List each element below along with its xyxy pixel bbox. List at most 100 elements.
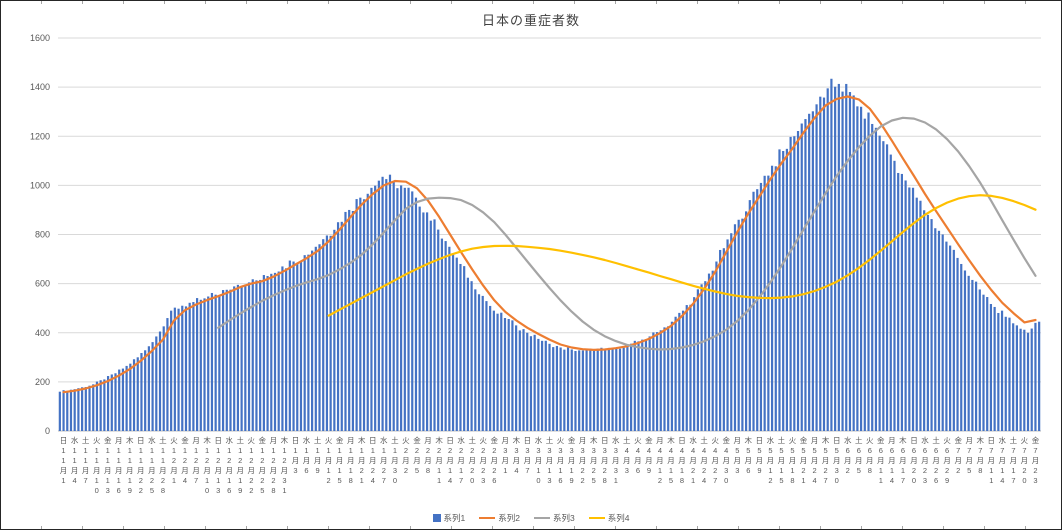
bar[interactable] <box>822 97 826 431</box>
bar[interactable] <box>559 347 562 431</box>
bar[interactable] <box>837 83 840 432</box>
bar[interactable] <box>515 325 518 431</box>
bar[interactable] <box>177 308 180 431</box>
bar[interactable] <box>344 211 347 431</box>
bar[interactable] <box>403 187 406 431</box>
bar[interactable] <box>737 219 740 431</box>
bar[interactable] <box>960 263 963 431</box>
bar[interactable] <box>259 279 262 431</box>
bar[interactable] <box>704 281 707 431</box>
bar[interactable] <box>570 349 573 431</box>
bar[interactable] <box>663 327 666 431</box>
bar[interactable] <box>73 389 76 431</box>
bar[interactable] <box>62 390 65 431</box>
bar[interactable] <box>1019 328 1022 431</box>
bar[interactable] <box>496 313 499 431</box>
bar[interactable] <box>652 332 655 431</box>
bar[interactable] <box>459 263 462 431</box>
legend-item-3[interactable]: 系列3 <box>534 512 575 524</box>
bar[interactable] <box>544 340 547 431</box>
bar[interactable] <box>147 346 150 431</box>
bar[interactable] <box>863 118 866 432</box>
bar[interactable] <box>170 310 173 431</box>
bar[interactable] <box>600 347 603 431</box>
bar[interactable] <box>340 221 343 431</box>
bar[interactable] <box>329 235 332 431</box>
bar[interactable] <box>641 339 644 431</box>
bar[interactable] <box>336 222 340 431</box>
bar[interactable] <box>767 175 770 431</box>
bar[interactable] <box>578 350 581 431</box>
bar[interactable] <box>511 320 514 431</box>
bar[interactable] <box>69 389 73 431</box>
bar[interactable] <box>348 209 351 431</box>
bar[interactable] <box>288 260 291 431</box>
bar[interactable] <box>88 385 91 431</box>
bar[interactable] <box>830 78 833 431</box>
bar[interactable] <box>878 135 881 432</box>
bar[interactable] <box>745 211 748 431</box>
bar[interactable] <box>522 329 525 431</box>
bar[interactable] <box>492 310 495 431</box>
bar[interactable] <box>207 296 210 431</box>
bar[interactable] <box>396 188 399 431</box>
bar[interactable] <box>255 280 258 431</box>
bar[interactable] <box>199 299 202 431</box>
bar[interactable] <box>129 363 132 431</box>
bar[interactable] <box>752 191 755 431</box>
bar[interactable] <box>971 279 974 431</box>
bar[interactable] <box>95 381 99 431</box>
bar[interactable] <box>303 255 306 431</box>
bar[interactable] <box>114 373 117 431</box>
bar[interactable] <box>841 91 844 431</box>
bar[interactable] <box>414 197 418 431</box>
bar[interactable] <box>273 272 277 431</box>
bar[interactable] <box>106 376 110 431</box>
bar[interactable] <box>867 112 870 431</box>
bar[interactable] <box>956 257 959 431</box>
bar[interactable] <box>262 275 265 431</box>
bar[interactable] <box>885 144 889 431</box>
bar[interactable] <box>381 176 384 431</box>
bar[interactable] <box>967 275 970 431</box>
bar[interactable] <box>192 302 195 431</box>
bar[interactable] <box>507 319 510 431</box>
bar[interactable] <box>388 174 392 431</box>
bar[interactable] <box>529 336 533 431</box>
bar[interactable] <box>218 295 221 431</box>
bar[interactable] <box>374 185 377 431</box>
bar[interactable] <box>978 289 981 431</box>
bar[interactable] <box>418 206 421 431</box>
bar[interactable] <box>871 123 874 431</box>
bar[interactable] <box>440 238 444 431</box>
bar[interactable] <box>1000 310 1004 431</box>
bar[interactable] <box>285 268 288 431</box>
bar[interactable] <box>325 235 329 431</box>
bar[interactable] <box>118 369 121 431</box>
bar[interactable] <box>244 284 247 431</box>
bar[interactable] <box>919 200 922 431</box>
bar[interactable] <box>144 350 147 431</box>
bar[interactable] <box>240 286 243 431</box>
bar[interactable] <box>455 257 458 431</box>
bar[interactable] <box>934 228 937 431</box>
bar[interactable] <box>756 189 759 431</box>
bar[interactable] <box>277 271 280 431</box>
bar[interactable] <box>589 348 592 431</box>
bar[interactable] <box>689 304 692 431</box>
bar[interactable] <box>1004 316 1007 431</box>
bar[interactable] <box>904 180 907 431</box>
y-axis[interactable]: 0 200 400 600 800 1000 1200 1400 1600 <box>30 33 50 436</box>
bar[interactable] <box>759 182 763 431</box>
bar[interactable] <box>136 357 139 431</box>
bar[interactable] <box>826 88 829 431</box>
bar[interactable] <box>188 302 191 431</box>
bar[interactable] <box>874 127 878 432</box>
bar[interactable] <box>923 210 926 431</box>
bar[interactable] <box>552 347 555 431</box>
bar[interactable] <box>173 307 176 431</box>
bar[interactable] <box>789 136 792 431</box>
bar[interactable] <box>121 368 125 431</box>
bar[interactable] <box>763 175 766 431</box>
